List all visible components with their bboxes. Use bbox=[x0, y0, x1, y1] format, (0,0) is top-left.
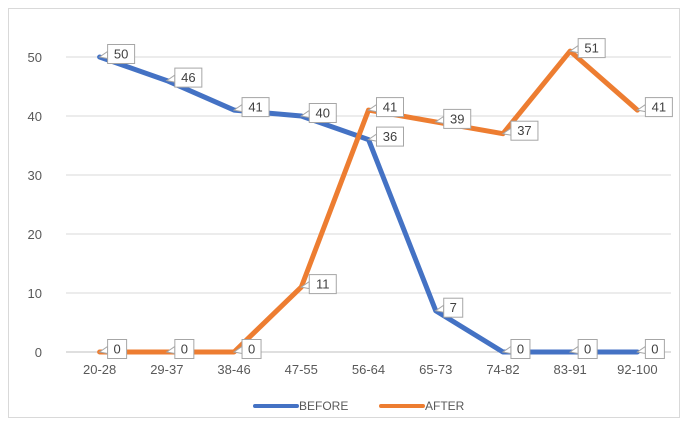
data-label-box bbox=[174, 67, 203, 88]
data-label-box bbox=[443, 108, 472, 129]
data-label: 50 bbox=[114, 47, 128, 62]
y-tick-label: 50 bbox=[28, 50, 42, 65]
data-label: 11 bbox=[316, 277, 330, 292]
data-label: 37 bbox=[517, 123, 531, 138]
gridlines bbox=[66, 56, 671, 353]
data-label-box bbox=[577, 38, 606, 59]
data-label: 51 bbox=[584, 41, 598, 56]
data-label: 41 bbox=[383, 100, 397, 115]
data-label: 0 bbox=[181, 342, 188, 357]
series-line-after bbox=[97, 48, 640, 355]
data-label-box bbox=[308, 274, 337, 295]
data-labels: 50 46 41 40 36 7 0 0 0 0 0 0 11 41 39 37 51 41 bbox=[98, 38, 673, 359]
data-label-box bbox=[644, 339, 665, 359]
legend: BEFORE AFTER bbox=[253, 399, 465, 413]
data-label: 41 bbox=[652, 100, 666, 115]
data-label-box bbox=[107, 44, 136, 64]
x-tick-label: 38-46 bbox=[217, 362, 250, 377]
x-tick-label: 29-37 bbox=[150, 362, 183, 377]
x-tick-label: 20-28 bbox=[83, 362, 116, 377]
x-tick-label: 74-82 bbox=[486, 362, 519, 377]
x-tick-label: 83-91 bbox=[554, 362, 587, 377]
data-label-box bbox=[510, 120, 539, 141]
data-label: 40 bbox=[316, 106, 330, 121]
data-label: 7 bbox=[450, 300, 457, 315]
line-chart: 0 10 20 30 40 50 20-28 29-37 38-46 47-55 56-64 65-… bbox=[28, 38, 673, 413]
x-tick-label: 92-100 bbox=[617, 362, 657, 377]
data-label-box bbox=[510, 339, 531, 359]
legend-label-before: BEFORE bbox=[299, 399, 348, 413]
x-tick-label: 47-55 bbox=[285, 362, 318, 377]
data-label-box bbox=[107, 339, 128, 359]
data-label: 46 bbox=[181, 70, 195, 85]
data-label: 39 bbox=[450, 111, 464, 126]
data-label-box bbox=[241, 339, 262, 359]
y-axis-ticks: 0 10 20 30 40 50 bbox=[28, 50, 42, 360]
chart-area: 0 10 20 30 40 50 20-28 29-37 38-46 47-55 56-64 65-… bbox=[8, 8, 680, 418]
data-label-box bbox=[241, 97, 270, 118]
y-tick-label: 40 bbox=[28, 109, 42, 124]
data-label-box bbox=[174, 339, 195, 359]
data-label: 41 bbox=[248, 100, 262, 115]
data-label-box bbox=[376, 97, 404, 118]
legend-label-after: AFTER bbox=[425, 399, 465, 413]
data-label-box bbox=[308, 103, 337, 123]
data-label: 0 bbox=[517, 342, 524, 357]
y-tick-label: 0 bbox=[35, 345, 42, 360]
data-label: 0 bbox=[651, 342, 658, 357]
data-label: 36 bbox=[383, 129, 397, 144]
series-lines bbox=[97, 48, 640, 355]
y-tick-label: 30 bbox=[28, 168, 42, 183]
series-line-before bbox=[97, 54, 640, 355]
data-label: 0 bbox=[113, 342, 120, 357]
data-label: 0 bbox=[584, 342, 591, 357]
y-tick-label: 10 bbox=[28, 286, 42, 301]
data-label-box bbox=[644, 97, 673, 118]
x-axis-ticks: 20-28 29-37 38-46 47-55 56-64 65-73 74-82 83-91… bbox=[83, 362, 658, 377]
x-tick-label: 56-64 bbox=[352, 362, 385, 377]
x-tick-label: 65-73 bbox=[419, 362, 452, 377]
data-label-box bbox=[577, 339, 598, 359]
data-label: 0 bbox=[248, 342, 255, 357]
y-tick-label: 20 bbox=[28, 227, 42, 242]
data-label-box bbox=[443, 297, 464, 318]
data-label-box bbox=[376, 126, 404, 147]
